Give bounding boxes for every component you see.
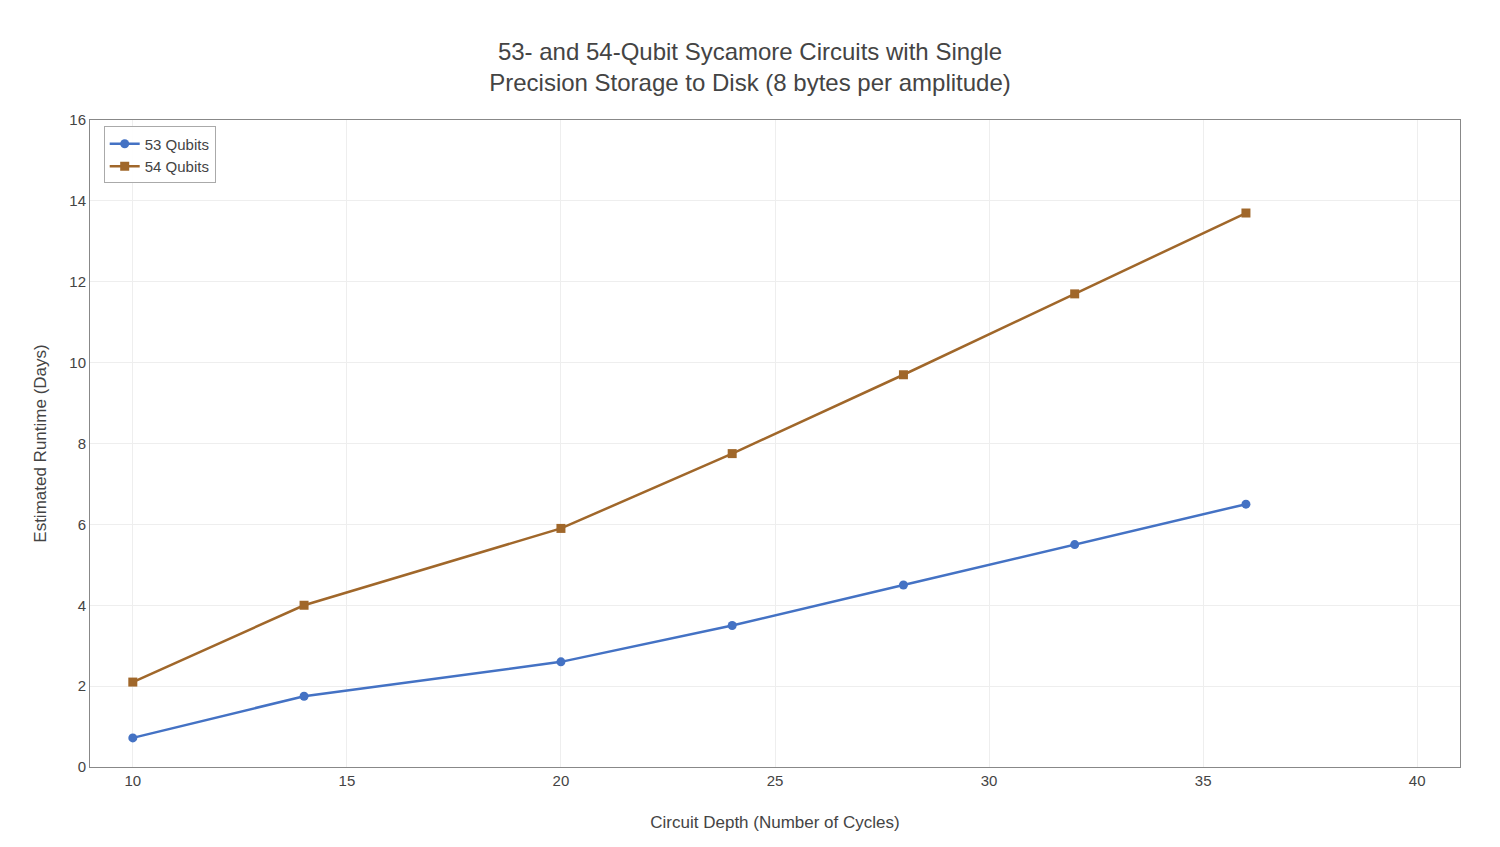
svg-text:Circuit Depth (Number of Cycle: Circuit Depth (Number of Cycles) [650, 813, 899, 832]
svg-text:14: 14 [69, 192, 86, 209]
svg-text:16: 16 [69, 111, 86, 128]
svg-text:53 Qubits: 53 Qubits [145, 136, 209, 153]
svg-text:6: 6 [78, 516, 86, 533]
svg-text:2: 2 [78, 677, 86, 694]
svg-text:Estimated Runtime (Days): Estimated Runtime (Days) [31, 344, 50, 542]
svg-text:40: 40 [1409, 772, 1426, 789]
svg-text:10: 10 [124, 772, 141, 789]
svg-text:54 Qubits: 54 Qubits [145, 158, 209, 175]
svg-text:4: 4 [78, 597, 86, 614]
svg-text:8: 8 [78, 435, 86, 452]
svg-text:25: 25 [767, 772, 784, 789]
svg-text:0: 0 [78, 758, 86, 775]
svg-text:35: 35 [1195, 772, 1212, 789]
svg-text:10: 10 [69, 354, 86, 371]
svg-text:53- and 54-Qubit Sycamore Circ: 53- and 54-Qubit Sycamore Circuits with … [489, 38, 1011, 96]
svg-text:15: 15 [339, 772, 356, 789]
svg-text:20: 20 [553, 772, 570, 789]
svg-text:30: 30 [981, 772, 998, 789]
svg-text:12: 12 [69, 273, 86, 290]
